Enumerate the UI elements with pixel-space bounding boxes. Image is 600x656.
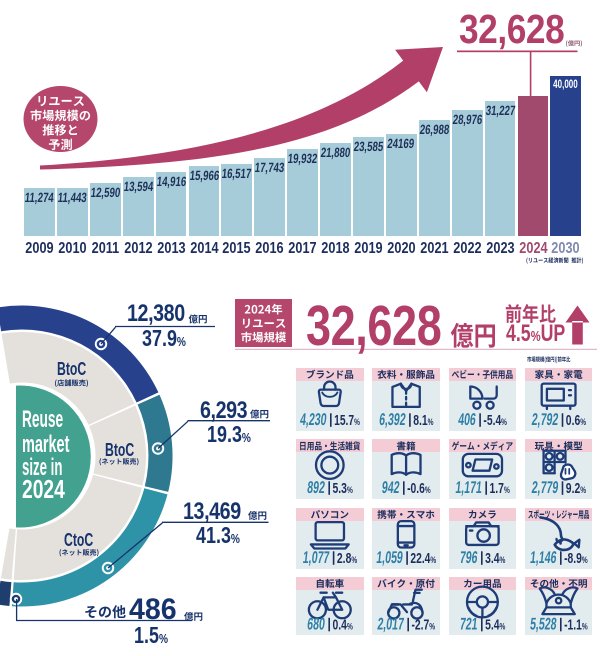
svg-text:1,171: 1,171	[455, 478, 483, 497]
svg-text:892: 892	[306, 478, 326, 497]
svg-text:5.4%: 5.4%	[485, 616, 506, 633]
svg-text:-0.6%: -0.6%	[407, 480, 431, 497]
svg-text:3.4%: 3.4%	[485, 550, 506, 567]
svg-text:2,779: 2,779	[531, 478, 559, 497]
svg-text:4,230: 4,230	[299, 410, 327, 429]
svg-text:5.3%: 5.3%	[333, 480, 354, 497]
svg-text:406: 406	[457, 410, 477, 429]
svg-text:-1.1%: -1.1%	[564, 616, 588, 633]
svg-text:796: 796	[459, 548, 479, 567]
svg-text:-5.4%: -5.4%	[483, 412, 507, 429]
svg-text:8.1%: 8.1%	[413, 412, 434, 429]
svg-text:1,077: 1,077	[302, 548, 330, 567]
svg-text:680: 680	[306, 614, 326, 633]
svg-text:2,017: 2,017	[377, 614, 405, 633]
svg-text:1.7%: 1.7%	[490, 480, 511, 497]
svg-text:22.4%: 22.4%	[410, 550, 436, 567]
svg-text:6,392: 6,392	[378, 410, 406, 429]
svg-text:-8.9%: -8.9%	[564, 550, 588, 567]
svg-text:2,792: 2,792	[531, 410, 559, 429]
svg-text:5,528: 5,528	[529, 614, 557, 633]
svg-text:0.4%: 0.4%	[333, 616, 354, 633]
svg-text:0.6%: 0.6%	[566, 412, 587, 429]
svg-text:721: 721	[459, 614, 479, 633]
svg-text:2.8%: 2.8%	[337, 550, 358, 567]
svg-text:1,146: 1,146	[529, 548, 557, 567]
svg-text:1,059: 1,059	[375, 548, 403, 567]
svg-text:15.7%: 15.7%	[334, 412, 360, 429]
svg-text:-2.7%: -2.7%	[412, 616, 436, 633]
svg-text:942: 942	[381, 478, 401, 497]
svg-text:9.2%: 9.2%	[566, 480, 587, 497]
